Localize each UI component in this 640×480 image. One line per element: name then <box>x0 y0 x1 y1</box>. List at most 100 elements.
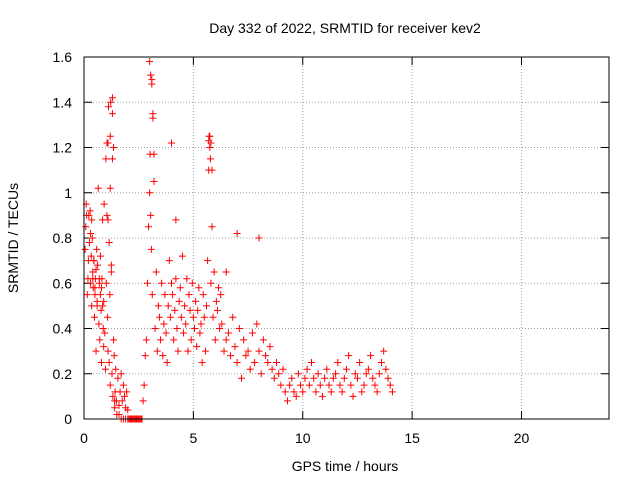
data-point <box>103 211 111 219</box>
data-point <box>195 284 203 292</box>
data-point <box>297 381 305 389</box>
data-point <box>242 352 250 360</box>
data-point <box>105 239 113 247</box>
data-point <box>95 275 103 283</box>
data-point <box>157 336 165 344</box>
data-point <box>158 279 166 287</box>
data-point <box>93 297 101 305</box>
data-point <box>235 325 243 332</box>
x-axis-title: GPS time / hours <box>292 458 399 474</box>
data-point <box>114 374 122 382</box>
data-point <box>93 245 101 253</box>
data-point <box>303 365 311 373</box>
data-point <box>96 252 104 260</box>
data-point <box>369 374 377 382</box>
data-point <box>375 370 383 378</box>
data-point <box>151 325 159 332</box>
data-point <box>358 388 366 396</box>
data-point <box>182 320 190 328</box>
data-point <box>139 397 147 405</box>
data-point <box>148 80 156 88</box>
data-point <box>290 388 298 396</box>
y-tick-label: 1.4 <box>53 94 73 110</box>
data-point <box>160 320 168 328</box>
data-point <box>147 71 155 79</box>
data-point <box>101 329 109 337</box>
data-point <box>349 392 357 400</box>
data-point <box>203 302 210 310</box>
data-point <box>172 216 180 224</box>
data-point <box>246 365 254 373</box>
data-point <box>204 257 212 265</box>
data-point <box>153 347 161 355</box>
data-point <box>111 397 119 405</box>
data-point <box>104 216 112 224</box>
data-point <box>255 347 263 355</box>
data-point <box>119 381 127 389</box>
data-point <box>277 381 285 389</box>
data-point <box>100 343 108 351</box>
data-point <box>150 177 158 185</box>
y-axis-title: SRMTID / TECUs <box>5 183 21 293</box>
data-point <box>196 329 204 337</box>
data-point <box>273 358 280 366</box>
data-point <box>325 381 333 389</box>
data-point <box>108 370 116 378</box>
data-point <box>91 284 99 292</box>
data-point <box>146 189 154 197</box>
data-point <box>264 358 272 366</box>
data-point <box>338 388 346 396</box>
data-point <box>327 388 335 396</box>
y-tick-label: 0.6 <box>53 275 73 291</box>
data-point <box>218 320 226 328</box>
data-point <box>259 336 267 344</box>
data-point <box>386 381 394 389</box>
data-point <box>292 392 300 400</box>
data-point <box>305 381 313 389</box>
data-point <box>107 261 115 269</box>
data-point <box>117 370 125 378</box>
data-point <box>371 381 379 389</box>
data-point <box>373 388 381 396</box>
data-point <box>193 343 201 351</box>
x-tick-label: 15 <box>404 430 420 446</box>
data-point <box>186 306 194 314</box>
y-tick-label: 1.6 <box>53 49 73 65</box>
x-tick-label: 20 <box>514 430 530 446</box>
data-point <box>150 150 158 158</box>
data-point <box>233 229 241 237</box>
data-point <box>98 358 105 366</box>
data-point <box>97 306 105 314</box>
data-point <box>183 275 191 283</box>
data-point <box>362 370 370 378</box>
data-point <box>115 401 123 409</box>
data-point <box>90 257 98 265</box>
data-point <box>353 374 361 382</box>
data-point <box>87 279 95 287</box>
data-point <box>115 410 123 418</box>
data-point <box>162 329 170 337</box>
data-point <box>211 336 219 344</box>
data-point <box>217 291 225 299</box>
data-point <box>270 374 278 382</box>
data-point <box>184 347 192 355</box>
data-point <box>207 279 215 287</box>
data-point <box>312 388 320 396</box>
data-point <box>147 245 155 253</box>
data-point <box>102 155 110 163</box>
data-point <box>266 343 274 351</box>
data-point <box>108 94 116 102</box>
data-point <box>231 343 239 351</box>
data-point <box>155 313 163 321</box>
data-point <box>88 234 96 242</box>
data-point <box>89 275 97 283</box>
data-point <box>161 291 169 299</box>
grid-lines <box>84 57 609 419</box>
data-point <box>347 381 355 389</box>
data-point <box>345 352 353 360</box>
data-points <box>81 58 396 423</box>
data-point <box>101 365 109 373</box>
data-point <box>318 392 326 400</box>
data-point <box>105 358 113 366</box>
data-point <box>181 302 189 310</box>
